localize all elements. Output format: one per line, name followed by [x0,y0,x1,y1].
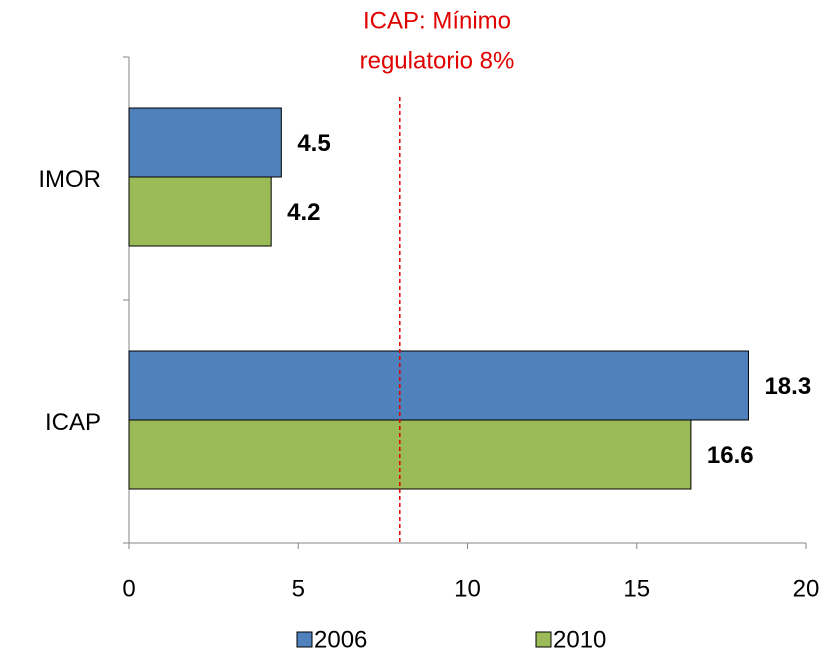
y-tick-label: IMOR [38,166,101,193]
reference-label: ICAP: Mínimo [363,7,511,34]
reference-label: regulatorio 8% [360,47,515,74]
x-tick-label: 0 [122,575,135,602]
legend-swatch [296,631,313,648]
legend-label: 2010 [553,626,606,653]
y-tick-label: ICAP [45,409,101,436]
legend-swatch [535,631,552,648]
x-tick-label: 10 [454,575,481,602]
bar [128,107,282,178]
legend-label: 2006 [314,626,367,653]
bar [128,350,749,421]
data-label: 4.2 [287,199,320,226]
bar [128,419,692,490]
x-tick-label: 20 [793,575,820,602]
data-label: 18.3 [764,373,811,400]
x-tick-label: 15 [623,575,650,602]
x-tick-label: 5 [292,575,305,602]
bar [128,176,272,247]
data-label: 4.5 [297,130,330,157]
data-label: 16.6 [707,442,754,469]
